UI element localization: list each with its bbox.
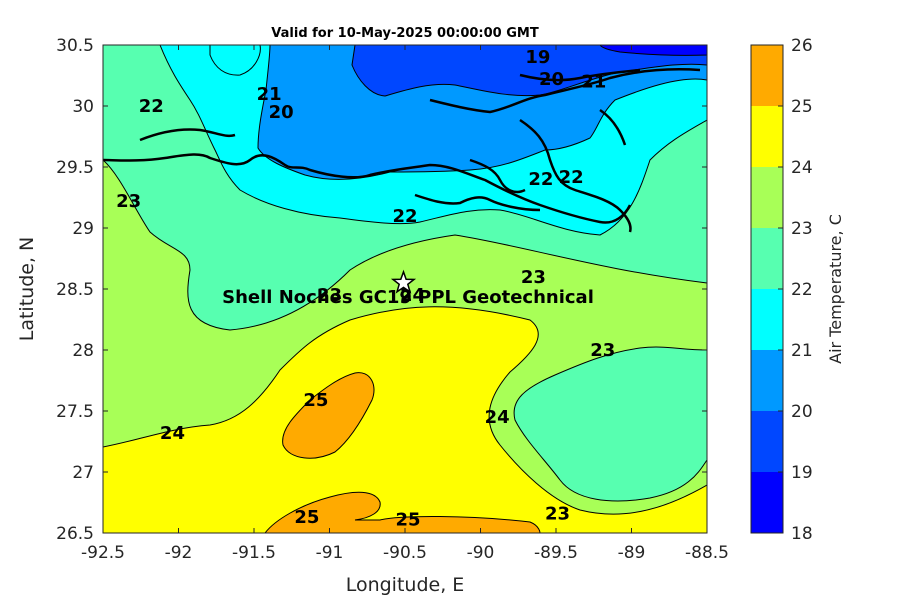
x-tick-label: -89 xyxy=(618,543,646,563)
contour-label: 23 xyxy=(317,285,342,306)
contour-fill xyxy=(103,45,707,533)
contour-label: 22 xyxy=(559,167,584,188)
y-axis-ticks: 26.5 27 27.5 28 28.5 29 29.5 30 30.5 xyxy=(56,36,707,544)
coastline xyxy=(103,68,701,233)
annotation-layer: Shell Noches GC19 PPL Geotechnical xyxy=(222,269,594,308)
x-tick-label: -90.5 xyxy=(383,543,427,563)
contour-label: 25 xyxy=(395,510,420,531)
contour-label: 23 xyxy=(116,191,141,212)
y-tick-label: 28.5 xyxy=(56,280,94,300)
colorbar-swatch xyxy=(751,167,783,228)
colorbar-swatch xyxy=(751,472,783,533)
contour-label: 21 xyxy=(257,84,282,105)
contour-label: 20 xyxy=(539,69,564,90)
contour-label: 19 xyxy=(525,47,550,68)
y-tick-label: 28 xyxy=(72,341,94,361)
y-axis-label: Latitude, N xyxy=(16,237,38,342)
colorbar-tick-label: 24 xyxy=(791,158,813,178)
colorbar: 18 19 20 21 22 23 24 25 26 xyxy=(750,36,813,544)
y-tick-label: 30 xyxy=(72,97,94,117)
colorbar-swatch xyxy=(751,350,783,411)
contour-label: 23 xyxy=(590,340,615,361)
chart-title: Valid for 10-May-2025 00:00:00 GMT xyxy=(271,26,539,41)
contour-label: 25 xyxy=(303,390,328,411)
colorbar-swatch xyxy=(751,289,783,350)
colorbar-tick-label: 19 xyxy=(791,463,813,483)
contour-label: 20 xyxy=(269,102,294,123)
y-tick-label: 27.5 xyxy=(56,402,94,422)
x-tick-label: -91.5 xyxy=(232,543,276,563)
y-tick-label: 26.5 xyxy=(56,524,94,544)
colorbar-tick-label: 21 xyxy=(791,341,813,361)
colorbar-tick-label: 23 xyxy=(791,219,813,239)
contour-label: 22 xyxy=(139,96,164,117)
colorbar-tick-label: 26 xyxy=(791,36,813,56)
colorbar-label: Air Temperature, C xyxy=(826,214,845,364)
colorbar-tick-label: 18 xyxy=(791,524,813,544)
contour-label: 23 xyxy=(521,267,546,288)
contour-label: 24 xyxy=(160,423,185,444)
contour-label: 23 xyxy=(545,503,570,524)
site-annotation: Shell Noches GC19 PPL Geotechnical xyxy=(222,287,594,308)
contour-label: 21 xyxy=(581,72,606,93)
x-axis-ticks: -92.5 -92 -91.5 -91 -90.5 -90 -89.5 -89 -88.5 xyxy=(81,45,729,563)
x-tick-label: -89.5 xyxy=(534,543,578,563)
band-18-19 xyxy=(599,45,707,56)
x-tick-label: -92.5 xyxy=(81,543,125,563)
band-20-21-blob xyxy=(209,45,261,76)
band-24-25 xyxy=(103,306,707,533)
contour-label: 24 xyxy=(485,407,510,428)
colorbar-tick-label: 25 xyxy=(791,97,813,117)
x-axis-label: Longitude, E xyxy=(346,574,465,596)
band-25-26-b xyxy=(264,491,541,533)
colorbar-tick-label: 22 xyxy=(791,280,813,300)
colorbar-tick-label: 20 xyxy=(791,402,813,422)
colorbar-swatch xyxy=(751,45,783,106)
contour-label: 22 xyxy=(528,169,553,190)
colorbar-swatch xyxy=(751,411,783,472)
x-tick-label: -91 xyxy=(316,543,344,563)
x-tick-label: -88.5 xyxy=(685,543,729,563)
y-tick-label: 27 xyxy=(72,463,94,483)
contour-label: 22 xyxy=(392,206,417,227)
colorbar-swatch xyxy=(751,106,783,167)
y-tick-label: 29 xyxy=(72,219,94,239)
site-marker xyxy=(390,269,417,294)
y-tick-label: 29.5 xyxy=(56,158,94,178)
x-tick-label: -92 xyxy=(165,543,193,563)
y-tick-label: 30.5 xyxy=(56,36,94,56)
x-tick-label: -90 xyxy=(467,543,495,563)
band-22-23-pocket xyxy=(513,346,707,502)
band-25-26-a xyxy=(282,372,375,459)
contour-label: 25 xyxy=(294,507,319,528)
band-19-20 xyxy=(351,45,707,97)
colorbar-swatch xyxy=(751,228,783,289)
contour-label: 24 xyxy=(400,285,425,306)
